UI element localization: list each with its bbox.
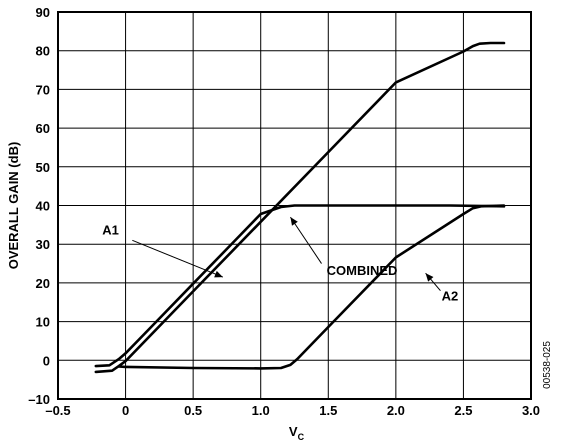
x-tick-label: –0.5 xyxy=(45,403,70,418)
x-tick-label: 1.0 xyxy=(252,403,270,418)
annotation-a1: A1 xyxy=(102,223,119,238)
x-tick-label: 0.5 xyxy=(184,403,202,418)
annotation-combined-leader xyxy=(290,216,322,264)
annotation-combined: COMBINED xyxy=(327,263,398,278)
series-layer xyxy=(94,41,506,374)
y-tick-label: 90 xyxy=(36,5,50,20)
annotation-a1-arrowhead xyxy=(214,270,223,278)
annotation-combined-arrowhead xyxy=(290,217,298,226)
series-a2-line xyxy=(117,204,506,370)
y-tick-label: 10 xyxy=(36,315,50,330)
x-tick-labels: –0.5 0 0.5 1.0 1.5 2.0 2.5 3.0 xyxy=(45,403,540,418)
x-tick-label: 1.5 xyxy=(319,403,337,418)
y-tick-label: 60 xyxy=(36,121,50,136)
x-axis-label-main: V xyxy=(289,424,298,439)
annotation-a1-leader xyxy=(132,239,224,278)
y-tick-label: 50 xyxy=(36,160,50,175)
y-tick-label: 0 xyxy=(43,353,50,368)
y-tick-label: 30 xyxy=(36,237,50,252)
annotations: A1 COMBINED A2 xyxy=(102,216,459,303)
plot-frame xyxy=(57,11,532,400)
y-axis-label: OVERALL GAIN (dB) xyxy=(6,142,21,270)
y-tick-label: 20 xyxy=(36,276,50,291)
y-tick-label: –10 xyxy=(28,392,50,407)
y-tick-label: 40 xyxy=(36,199,50,214)
annotation-a2: A2 xyxy=(442,288,459,303)
annotation-a2-arrowhead xyxy=(425,273,434,282)
series-a1-line xyxy=(94,204,506,368)
y-tick-labels: –10 0 10 20 30 40 50 60 70 80 90 xyxy=(28,5,50,407)
x-tick-label: 2.5 xyxy=(454,403,472,418)
x-tick-label: 2.0 xyxy=(387,403,405,418)
x-axis-label: VC xyxy=(289,424,305,442)
figure-id: 00538-025 xyxy=(542,341,553,389)
x-tick-label: 0 xyxy=(122,403,129,418)
x-tick-label: 3.0 xyxy=(522,403,540,418)
x-axis-label-subscript: C xyxy=(298,432,305,442)
y-tick-label: 70 xyxy=(36,82,50,97)
y-tick-label: 80 xyxy=(36,44,50,59)
